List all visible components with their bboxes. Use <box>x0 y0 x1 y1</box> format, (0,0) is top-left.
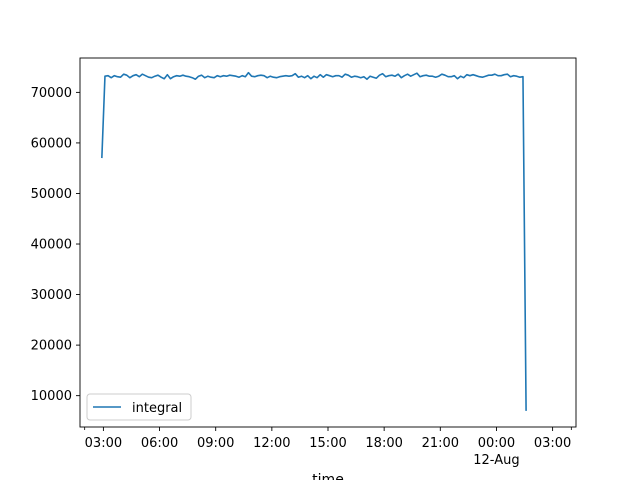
legend-label: integral <box>132 401 182 416</box>
y-tick-label: 50000 <box>31 187 72 202</box>
y-tick-label: 60000 <box>31 136 72 151</box>
plot-frame <box>79 57 577 428</box>
x-tick-label: 03:00 <box>85 436 122 451</box>
x-tick-label: 15:00 <box>309 436 346 451</box>
y-tick-label: 70000 <box>31 86 72 101</box>
x-tick-label: 03:00 <box>534 436 571 451</box>
y-tick-label: 10000 <box>31 389 72 404</box>
x-tick-label: 18:00 <box>365 436 402 451</box>
y-tick-label: 40000 <box>31 238 72 253</box>
x-tick-label: 21:00 <box>422 436 459 451</box>
x-axis: 03:00 06:00 09:00 12:00 15:00 18:00 21:00 00:00… <box>84 427 572 468</box>
x-tick-sublabel: 12-Aug <box>473 453 519 468</box>
y-tick-label: 20000 <box>31 339 72 354</box>
legend-box <box>86 393 192 421</box>
series-line-integral <box>101 71 527 411</box>
series-layer <box>101 71 527 411</box>
y-tick-label: 30000 <box>31 288 72 303</box>
y-axis: 10000 20000 30000 40000 50000 60000 70000 <box>31 86 80 404</box>
x-tick-label: 12:00 <box>253 436 290 451</box>
x-axis-label: time <box>312 472 344 480</box>
x-tick-label: 00:00 <box>478 436 515 451</box>
legend: integral <box>86 393 192 421</box>
plot-area <box>79 57 577 428</box>
x-tick-label: 06:00 <box>141 436 178 451</box>
x-tick-label: 09:00 <box>197 436 234 451</box>
